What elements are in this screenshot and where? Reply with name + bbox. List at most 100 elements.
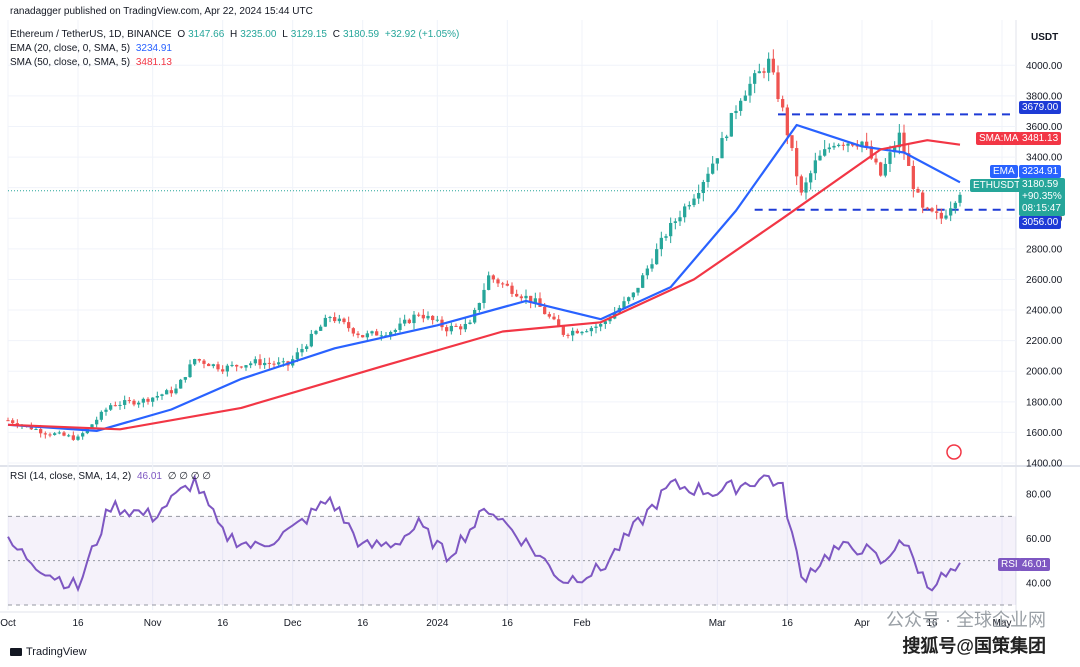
candle-body xyxy=(421,314,425,319)
candle-body xyxy=(253,359,257,364)
candle-body xyxy=(34,429,38,431)
time-tick-label: 16 xyxy=(72,618,84,629)
candle-body xyxy=(109,405,113,410)
candle-body xyxy=(188,364,192,378)
candle-body xyxy=(57,432,61,434)
candle-body xyxy=(902,132,906,154)
time-tick-label: Nov xyxy=(144,618,162,629)
candle-body xyxy=(487,275,491,290)
ema-value-tag: 3234.91 xyxy=(1019,165,1062,178)
price-name-tag: ETHUSDT xyxy=(970,179,1024,192)
candle-body xyxy=(893,147,897,153)
candle-body xyxy=(104,409,108,412)
candle-body xyxy=(449,325,453,332)
candle-body xyxy=(155,395,159,398)
pane-separator xyxy=(0,465,1080,467)
candle-body xyxy=(76,436,80,440)
candle-body xyxy=(454,325,458,327)
candle-body xyxy=(953,202,957,209)
candle-body xyxy=(305,346,309,349)
candle-body xyxy=(165,390,169,395)
candle-body xyxy=(183,377,187,380)
candle-body xyxy=(603,321,607,325)
candle-body xyxy=(837,144,841,146)
time-tick-label: Apr xyxy=(854,618,870,629)
candle-body xyxy=(921,192,925,208)
candle-body xyxy=(221,369,225,372)
candle-body xyxy=(263,362,267,366)
candle-body xyxy=(216,364,220,370)
symbol-name[interactable]: Ethereum / TetherUS, 1D, BINANCE xyxy=(10,29,172,40)
candle-body xyxy=(225,365,229,372)
candle-body xyxy=(207,363,211,367)
tradingview-logo[interactable]: TradingView xyxy=(10,646,87,658)
candle-body xyxy=(90,424,94,429)
candle-body xyxy=(281,361,285,363)
watermark-wechat: 公众号 · 全球企业网 xyxy=(886,610,1046,630)
candle-body xyxy=(398,323,402,330)
candle-body xyxy=(669,222,673,237)
candle-body xyxy=(883,163,887,176)
close-value: 3180.59 xyxy=(342,29,380,40)
rsi-legend[interactable]: RSI (14, close, SMA, 14, 2) 46.01 ∅ ∅ ∅ … xyxy=(10,471,214,482)
candle-body xyxy=(795,148,799,177)
candle-body xyxy=(179,379,183,389)
candle-body xyxy=(571,330,575,336)
sma-legend[interactable]: SMA (50, close, 0, SMA, 5) 3481.13 xyxy=(10,57,175,68)
candle-body xyxy=(417,314,421,316)
candle-body xyxy=(482,289,486,303)
candle-body xyxy=(53,433,57,435)
candle-body xyxy=(841,144,845,146)
candle-body xyxy=(309,333,313,347)
candle-body xyxy=(118,404,122,406)
time-tick-label: Oct xyxy=(0,618,16,629)
candle-body xyxy=(230,364,234,366)
candle-body xyxy=(347,322,351,329)
candle-body xyxy=(132,400,136,405)
candle-body xyxy=(958,194,962,203)
candle-body xyxy=(113,405,117,407)
price-tag-change: +90.35% xyxy=(1022,191,1062,202)
price-tick-label: 1600.00 xyxy=(1026,428,1063,439)
time-tick-label: May xyxy=(993,618,1012,629)
candle-body xyxy=(519,296,523,299)
candle-body xyxy=(725,136,729,139)
candle-body xyxy=(659,237,663,250)
candle-body xyxy=(580,331,584,334)
candle-body xyxy=(501,283,505,285)
time-tick-label: Feb xyxy=(573,618,591,629)
candle-body xyxy=(151,397,155,402)
candle-body xyxy=(781,99,785,108)
candle-body xyxy=(557,319,561,327)
candle-body xyxy=(869,146,873,159)
candle-body xyxy=(81,433,85,437)
candle-body xyxy=(655,249,659,265)
price-tick-label: 2400.00 xyxy=(1026,306,1063,317)
candle-body xyxy=(95,419,99,425)
watermark-sohu: 搜狐号@国策集团 xyxy=(902,636,1046,656)
change-value: +32.92 (+1.05%) xyxy=(384,29,460,40)
candle-body xyxy=(823,149,827,156)
price-tick-label: 3400.00 xyxy=(1026,153,1063,164)
candle-body xyxy=(379,335,383,337)
candle-body xyxy=(431,315,435,321)
candle-body xyxy=(370,331,374,334)
candle-body xyxy=(771,58,775,73)
candle-body xyxy=(645,268,649,276)
open-label: O xyxy=(177,29,186,40)
candle-body xyxy=(342,318,346,323)
ema-legend[interactable]: EMA (20, close, 0, SMA, 5) 3234.91 xyxy=(10,43,175,54)
open-value: 3147.66 xyxy=(188,29,225,40)
candle-body xyxy=(529,295,533,303)
candle-body xyxy=(403,319,407,324)
candle-body xyxy=(809,173,813,183)
tradingview-logo-icon xyxy=(10,648,22,657)
candle-body xyxy=(701,182,705,194)
candle-body xyxy=(141,398,145,403)
candle-body xyxy=(907,153,911,166)
candle-body xyxy=(599,324,603,327)
currency-label[interactable]: USDT xyxy=(1028,31,1062,44)
candle-body xyxy=(575,330,579,334)
candle-body xyxy=(678,217,682,222)
candle-body xyxy=(683,206,687,218)
